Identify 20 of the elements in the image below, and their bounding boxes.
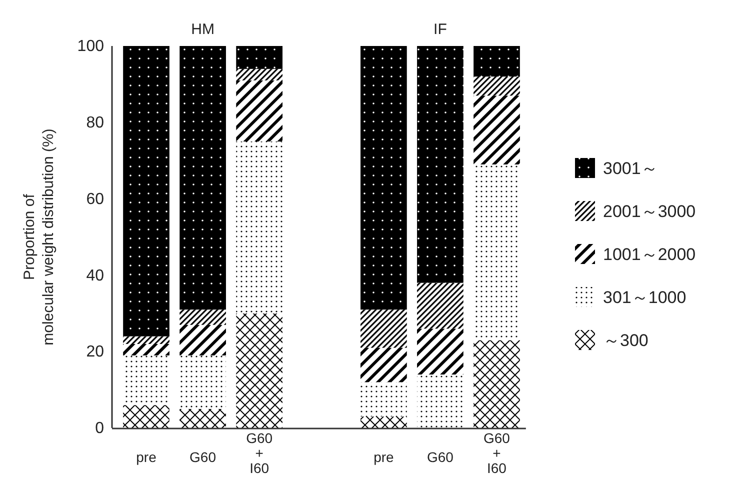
legend-label: 3001～: [603, 159, 658, 178]
text: HM: [191, 21, 214, 38]
y-tick-label: 20: [86, 344, 104, 361]
x-tick-label: pre: [374, 449, 394, 465]
x-tick-label: G60 + I60: [246, 430, 273, 476]
x-tick-label: pre: [136, 449, 157, 465]
text: IF: [434, 21, 447, 38]
legend-label: 2001～3000: [603, 202, 696, 221]
x-tick-label: G60: [190, 449, 216, 465]
y-tick-label: 40: [86, 267, 104, 284]
legend-label: 1001～2000: [603, 245, 696, 264]
legend-label: ～300: [603, 331, 648, 350]
legend-label: 301～1000: [603, 288, 686, 307]
x-tick-label: G60: [426, 449, 454, 465]
y-axis-title: Proportion of molecular weight distribution (%): [21, 128, 57, 346]
y-tick-label: 60: [86, 190, 104, 208]
y-tick-label: 0: [95, 420, 104, 438]
x-tick-label: G60 + I60: [484, 430, 510, 476]
y-tick-label: 100: [77, 38, 104, 56]
y-tick-label: 80: [86, 114, 104, 132]
